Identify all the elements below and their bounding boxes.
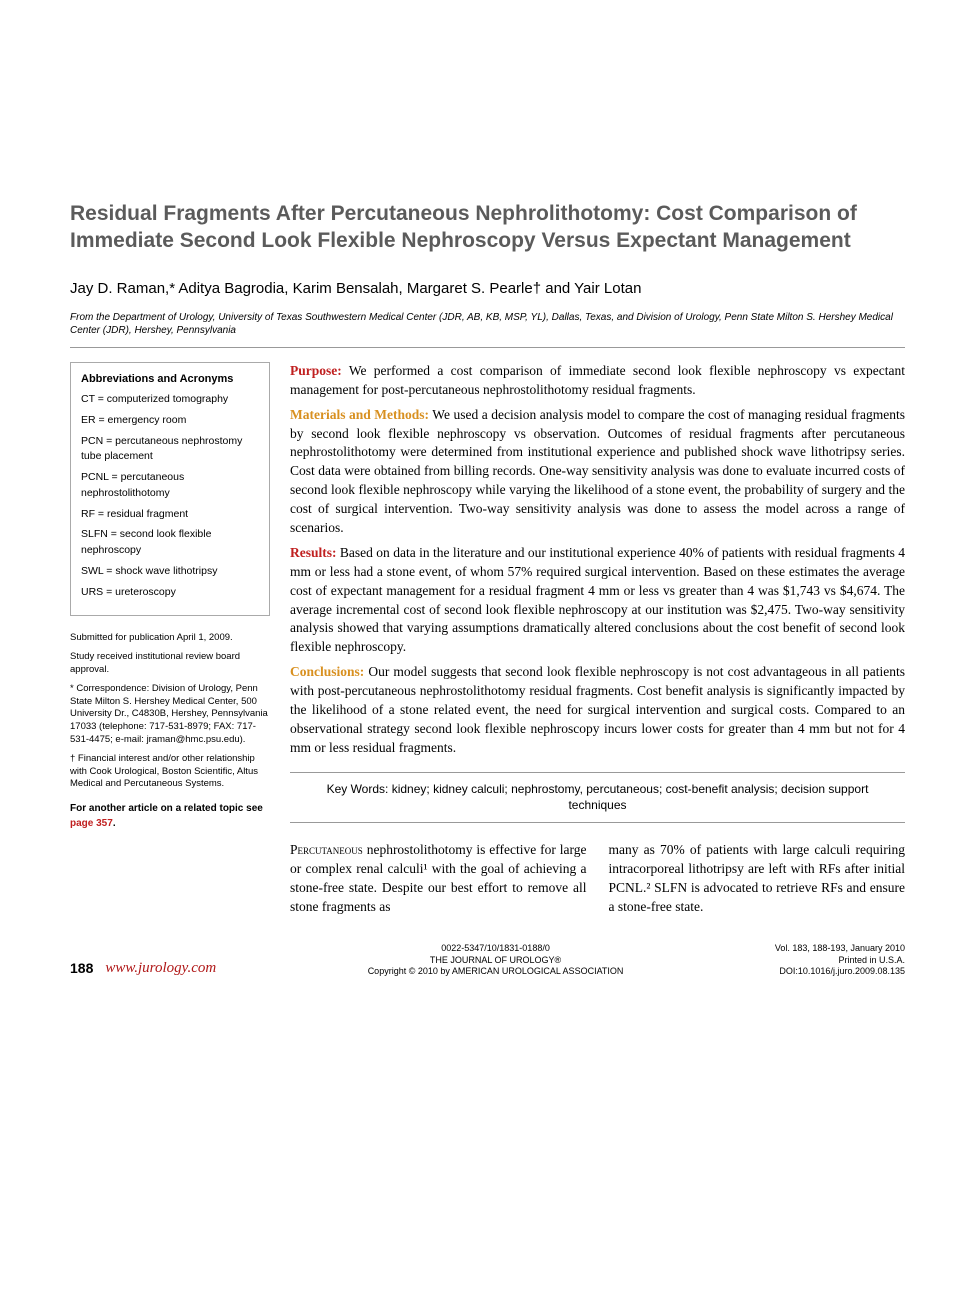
results-label: Results:: [290, 545, 337, 560]
keywords-box: Key Words: kidney; kidney calculi; nephr…: [290, 772, 905, 824]
abbr-item: ER = emergency room: [81, 413, 259, 429]
irb-note: Study received institutional review boar…: [70, 651, 270, 677]
abbr-item: RF = residual fragment: [81, 507, 259, 523]
body-col2-text: many as 70% of patients with large calcu…: [609, 842, 906, 914]
body-lead-word: Percutaneous: [290, 842, 363, 857]
volume-info: Vol. 183, 188-193, January 2010: [775, 943, 905, 955]
abstract-main: Purpose: We performed a cost comparison …: [290, 362, 905, 917]
abbr-item: PCN = percutaneous nephrostomy tube plac…: [81, 434, 259, 466]
methods-label: Materials and Methods:: [290, 407, 429, 422]
keywords-text: kidney; kidney calculi; nephrostomy, per…: [388, 782, 868, 813]
page-number: 188: [70, 959, 93, 978]
abbr-item: URS = ureteroscopy: [81, 585, 259, 601]
abbr-item: CT = computerized tomography: [81, 392, 259, 408]
journal-name: THE JOURNAL OF UROLOGY®: [226, 955, 765, 967]
abstract-purpose: Purpose: We performed a cost comparison …: [290, 362, 905, 400]
keywords-label: Key Words:: [327, 782, 389, 796]
issn: 0022-5347/10/1831-0188/0: [226, 943, 765, 955]
correspondence: * Correspondence: Division of Urology, P…: [70, 683, 270, 747]
conclusions-text: Our model suggests that second look flex…: [290, 664, 905, 755]
results-text: Based on data in the literature and our …: [290, 545, 905, 654]
abbreviations-heading: Abbreviations and Acronyms: [81, 373, 259, 386]
abstract-layout: Abbreviations and Acronyms CT = computer…: [70, 362, 905, 917]
doi: DOI:10.1016/j.juro.2009.08.135: [775, 966, 905, 978]
abstract-results: Results: Based on data in the literature…: [290, 544, 905, 657]
body-column-1: Percutaneous nephrostolithotomy is effec…: [290, 841, 587, 917]
journal-url[interactable]: www.jurology.com: [105, 958, 216, 978]
abbreviations-box: Abbreviations and Acronyms CT = computer…: [70, 362, 270, 616]
purpose-label: Purpose:: [290, 363, 342, 378]
abstract-methods: Materials and Methods: We used a decisio…: [290, 406, 905, 538]
abbr-item: SWL = shock wave lithotripsy: [81, 564, 259, 580]
authors-line: Jay D. Raman,* Aditya Bagrodia, Karim Be…: [70, 279, 905, 299]
article-title: Residual Fragments After Percutaneous Ne…: [70, 200, 905, 255]
page-footer: 188 www.jurology.com 0022-5347/10/1831-0…: [70, 943, 905, 978]
methods-text: We used a decision analysis model to com…: [290, 407, 905, 535]
printed-in: Printed in U.S.A.: [775, 955, 905, 967]
body-text-columns: Percutaneous nephrostolithotomy is effec…: [290, 841, 905, 917]
related-prefix: For another article on a related topic s…: [70, 803, 263, 814]
submitted-date: Submitted for publication April 1, 2009.: [70, 632, 270, 645]
sidebar-metadata: Submitted for publication April 1, 2009.…: [70, 632, 270, 791]
copyright: Copyright © 2010 by AMERICAN UROLOGICAL …: [226, 966, 765, 978]
footer-left: 188 www.jurology.com: [70, 958, 216, 978]
abstract-conclusions: Conclusions: Our model suggests that sec…: [290, 663, 905, 757]
conclusions-label: Conclusions:: [290, 664, 364, 679]
section-divider: [70, 347, 905, 348]
related-page-link[interactable]: page 357: [70, 818, 113, 829]
purpose-text: We performed a cost comparison of immedi…: [290, 363, 905, 397]
footer-center: 0022-5347/10/1831-0188/0 THE JOURNAL OF …: [216, 943, 775, 978]
affiliation-line: From the Department of Urology, Universi…: [70, 311, 905, 337]
financial-disclosure: † Financial interest and/or other relati…: [70, 753, 270, 791]
footer-right: Vol. 183, 188-193, January 2010 Printed …: [775, 943, 905, 978]
abbr-item: SLFN = second look flexible nephroscopy: [81, 527, 259, 559]
abbr-item: PCNL = percutaneous nephrostolithotomy: [81, 470, 259, 502]
related-article-note: For another article on a related topic s…: [70, 801, 270, 831]
sidebar: Abbreviations and Acronyms CT = computer…: [70, 362, 270, 917]
body-column-2: many as 70% of patients with large calcu…: [609, 841, 906, 917]
